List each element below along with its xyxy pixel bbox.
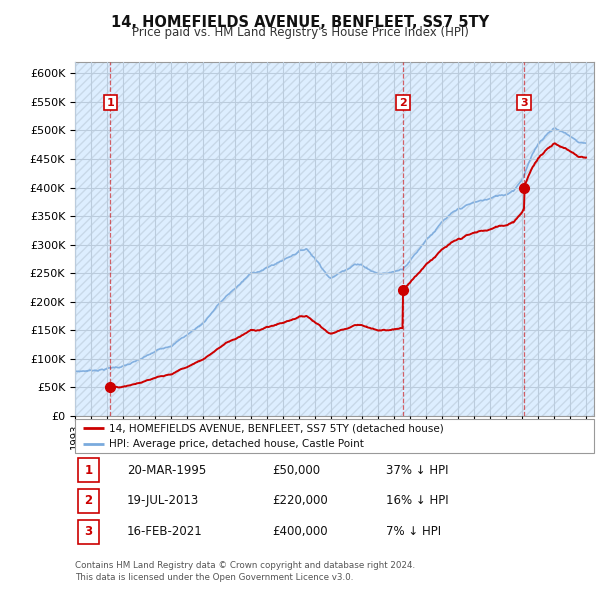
Text: £220,000: £220,000 <box>272 494 328 507</box>
Text: HPI: Average price, detached house, Castle Point: HPI: Average price, detached house, Cast… <box>109 439 364 449</box>
Bar <box>77 520 100 543</box>
Text: 2: 2 <box>399 98 407 107</box>
Text: 16% ↓ HPI: 16% ↓ HPI <box>386 494 449 507</box>
Text: Contains HM Land Registry data © Crown copyright and database right 2024.
This d: Contains HM Land Registry data © Crown c… <box>75 561 415 582</box>
Text: 19-JUL-2013: 19-JUL-2013 <box>127 494 199 507</box>
Text: 3: 3 <box>520 98 528 107</box>
Text: 20-MAR-1995: 20-MAR-1995 <box>127 464 206 477</box>
Text: 16-FEB-2021: 16-FEB-2021 <box>127 525 203 538</box>
Text: £400,000: £400,000 <box>272 525 328 538</box>
Text: Price paid vs. HM Land Registry's House Price Index (HPI): Price paid vs. HM Land Registry's House … <box>131 26 469 39</box>
Bar <box>77 489 100 513</box>
Text: 14, HOMEFIELDS AVENUE, BENFLEET, SS7 5TY: 14, HOMEFIELDS AVENUE, BENFLEET, SS7 5TY <box>111 15 489 30</box>
Text: 1: 1 <box>85 464 92 477</box>
Text: 1: 1 <box>107 98 115 107</box>
Text: 3: 3 <box>85 525 92 538</box>
Text: 37% ↓ HPI: 37% ↓ HPI <box>386 464 449 477</box>
Text: 2: 2 <box>85 494 92 507</box>
Text: £50,000: £50,000 <box>272 464 320 477</box>
Text: 14, HOMEFIELDS AVENUE, BENFLEET, SS7 5TY (detached house): 14, HOMEFIELDS AVENUE, BENFLEET, SS7 5TY… <box>109 423 443 433</box>
Bar <box>77 458 100 482</box>
Text: 7% ↓ HPI: 7% ↓ HPI <box>386 525 442 538</box>
